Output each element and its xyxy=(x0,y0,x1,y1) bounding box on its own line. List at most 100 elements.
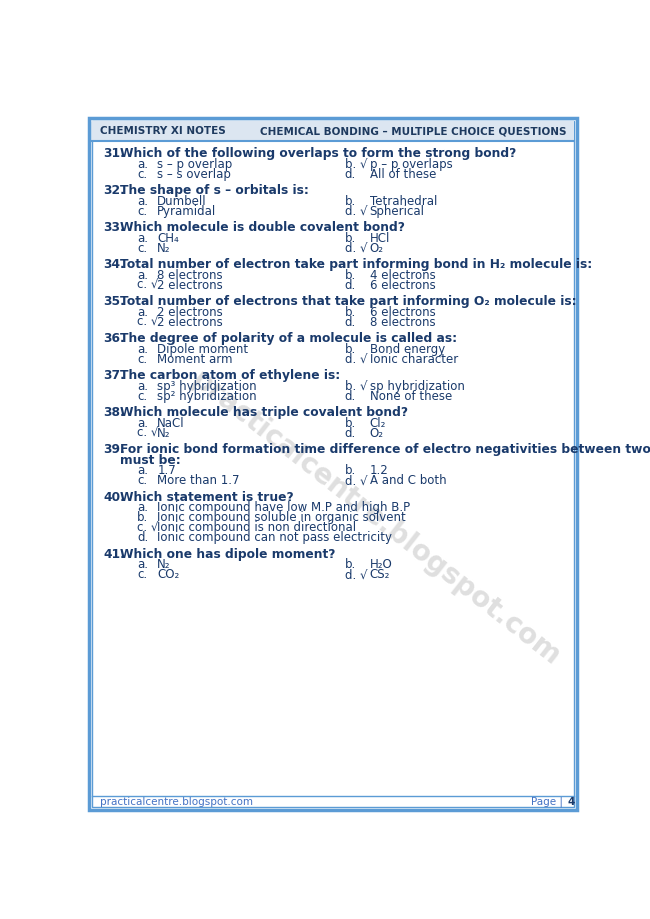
Text: 4 electrons: 4 electrons xyxy=(370,269,436,282)
Text: The degree of polarity of a molecule is called as:: The degree of polarity of a molecule is … xyxy=(120,332,457,345)
Text: 40.: 40. xyxy=(103,491,125,504)
Text: c.: c. xyxy=(137,569,147,582)
Text: CS₂: CS₂ xyxy=(370,569,390,582)
Text: More than 1.7: More than 1.7 xyxy=(157,474,240,487)
Text: s – p overlap: s – p overlap xyxy=(157,158,233,171)
Text: a.: a. xyxy=(137,158,148,171)
Text: 2 electrons: 2 electrons xyxy=(157,316,223,329)
Text: c.: c. xyxy=(137,390,147,403)
Text: CH₄: CH₄ xyxy=(157,232,179,245)
Text: Ionic compound soluble in organic solvent: Ionic compound soluble in organic solven… xyxy=(157,512,406,525)
Text: d. √: d. √ xyxy=(344,569,367,582)
Text: b.: b. xyxy=(344,416,356,430)
Text: c.: c. xyxy=(137,474,147,487)
Text: must be:: must be: xyxy=(120,454,181,467)
Bar xyxy=(92,121,574,142)
Text: a.: a. xyxy=(137,559,148,572)
Text: d.: d. xyxy=(344,426,356,440)
Text: c. √: c. √ xyxy=(137,426,159,440)
Text: a.: a. xyxy=(137,380,148,392)
Text: 35.: 35. xyxy=(103,295,125,308)
Text: All of these: All of these xyxy=(370,168,436,181)
Text: a.: a. xyxy=(137,269,148,282)
Text: Dumbell: Dumbell xyxy=(157,195,207,208)
Text: b.: b. xyxy=(344,559,356,572)
Text: c.: c. xyxy=(137,205,147,218)
Text: p – p overlaps: p – p overlaps xyxy=(370,158,452,171)
Text: H₂O: H₂O xyxy=(370,559,393,572)
Text: Bond energy: Bond energy xyxy=(370,343,445,356)
Text: 34.: 34. xyxy=(103,258,125,271)
Text: Which molecule is double covalent bond?: Which molecule is double covalent bond? xyxy=(120,221,405,234)
Text: CO₂: CO₂ xyxy=(157,569,179,582)
Text: sp² hybridization: sp² hybridization xyxy=(157,390,257,403)
Text: Total number of electron take part informing bond in H₂ molecule is:: Total number of electron take part infor… xyxy=(120,258,592,271)
Text: b. √: b. √ xyxy=(344,158,367,171)
Text: c. √: c. √ xyxy=(137,521,159,535)
Text: 1.7: 1.7 xyxy=(157,464,176,478)
Text: 41.: 41. xyxy=(103,548,125,561)
Text: 6 electrons: 6 electrons xyxy=(370,278,436,292)
Text: Total number of electrons that take part informing O₂ molecule is:: Total number of electrons that take part… xyxy=(120,295,577,308)
Text: NaCl: NaCl xyxy=(157,416,185,430)
Text: a.: a. xyxy=(137,195,148,208)
Text: sp³ hybridization: sp³ hybridization xyxy=(157,380,257,392)
Text: b.: b. xyxy=(344,306,356,319)
Text: Spherical: Spherical xyxy=(370,205,424,218)
Text: HCl: HCl xyxy=(370,232,390,245)
Text: a.: a. xyxy=(137,232,148,245)
Text: a.: a. xyxy=(137,343,148,356)
Text: Which molecule has triple covalent bond?: Which molecule has triple covalent bond? xyxy=(120,406,408,419)
Text: a.: a. xyxy=(137,416,148,430)
Text: Tetrahedral: Tetrahedral xyxy=(370,195,437,208)
Text: The carbon atom of ethylene is:: The carbon atom of ethylene is: xyxy=(120,369,340,382)
Text: Which one has dipole moment?: Which one has dipole moment? xyxy=(120,548,335,561)
Text: b.: b. xyxy=(344,232,356,245)
Text: 2 electrons: 2 electrons xyxy=(157,278,223,292)
Text: 31.: 31. xyxy=(103,147,125,160)
Text: 6 electrons: 6 electrons xyxy=(370,306,436,319)
Text: c. √: c. √ xyxy=(137,316,159,329)
Text: 38.: 38. xyxy=(103,406,125,419)
Text: Pyramidal: Pyramidal xyxy=(157,205,216,218)
Text: a.: a. xyxy=(137,464,148,478)
Text: practicalcentre.blogspot.com: practicalcentre.blogspot.com xyxy=(100,797,253,807)
Text: 8 electrons: 8 electrons xyxy=(370,316,436,329)
Text: d. √: d. √ xyxy=(344,205,367,218)
Text: CHEMISTRY XI NOTES: CHEMISTRY XI NOTES xyxy=(100,126,226,136)
Text: Ionic character: Ionic character xyxy=(370,353,458,366)
Text: s – s overlap: s – s overlap xyxy=(157,168,231,181)
Text: Page |: Page | xyxy=(531,797,566,807)
Text: O₂: O₂ xyxy=(370,242,384,255)
Text: Ionic compound is non directional: Ionic compound is non directional xyxy=(157,521,356,535)
Text: The shape of s – orbitals is:: The shape of s – orbitals is: xyxy=(120,184,309,198)
Text: a.: a. xyxy=(137,502,148,515)
Text: N₂: N₂ xyxy=(157,559,171,572)
Text: c.: c. xyxy=(137,353,147,366)
Text: 36.: 36. xyxy=(103,332,125,345)
Text: Which statement is true?: Which statement is true? xyxy=(120,491,294,504)
Text: c.: c. xyxy=(137,242,147,255)
Text: b.: b. xyxy=(344,343,356,356)
Text: c.: c. xyxy=(137,168,147,181)
Text: d.: d. xyxy=(344,168,356,181)
Text: Dipole moment: Dipole moment xyxy=(157,343,248,356)
Text: N₂: N₂ xyxy=(157,242,171,255)
Text: 37.: 37. xyxy=(103,369,125,382)
Text: 4: 4 xyxy=(568,797,575,807)
Text: b.: b. xyxy=(344,464,356,478)
Text: d.: d. xyxy=(344,316,356,329)
Text: 33.: 33. xyxy=(103,221,125,234)
Text: Cl₂: Cl₂ xyxy=(370,416,386,430)
Text: d.: d. xyxy=(344,278,356,292)
Text: b.: b. xyxy=(344,195,356,208)
Text: d.: d. xyxy=(344,390,356,403)
Text: b.: b. xyxy=(344,269,356,282)
Text: Moment arm: Moment arm xyxy=(157,353,233,366)
Text: O₂: O₂ xyxy=(370,426,384,440)
Text: 32.: 32. xyxy=(103,184,125,198)
Text: Ionic compound can not pass electricity: Ionic compound can not pass electricity xyxy=(157,531,392,544)
Text: sp hybridization: sp hybridization xyxy=(370,380,464,392)
Text: A and C both: A and C both xyxy=(370,474,446,487)
Text: CHEMICAL BONDING – MULTIPLE CHOICE QUESTIONS: CHEMICAL BONDING – MULTIPLE CHOICE QUEST… xyxy=(260,126,566,136)
